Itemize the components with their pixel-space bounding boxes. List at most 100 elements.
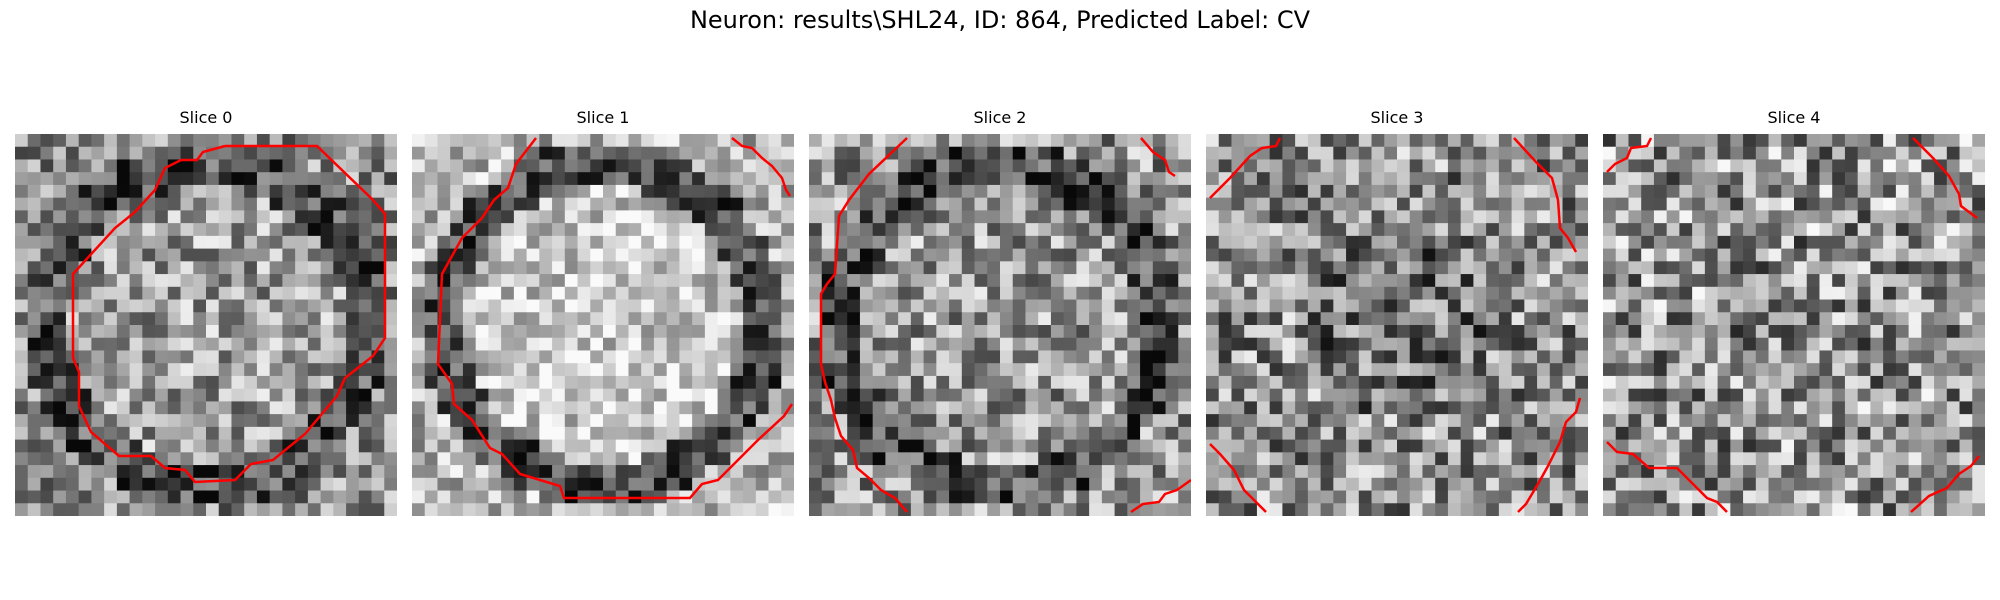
image-pixel xyxy=(1038,134,1052,148)
image-pixel xyxy=(1511,210,1525,224)
image-pixel xyxy=(1806,503,1821,516)
image-pixel xyxy=(628,299,642,313)
image-pixel xyxy=(1063,286,1077,301)
image-pixel xyxy=(1397,350,1411,364)
image-pixel xyxy=(218,439,233,453)
image-pixel xyxy=(898,286,912,301)
image-pixel xyxy=(1358,414,1373,428)
image-pixel xyxy=(1755,401,1770,415)
image-pixel xyxy=(91,299,105,313)
image-pixel xyxy=(450,325,464,339)
image-pixel xyxy=(1320,274,1334,288)
image-pixel xyxy=(104,184,118,199)
image-pixel xyxy=(295,286,309,301)
image-pixel xyxy=(679,248,693,262)
image-pixel xyxy=(1832,452,1846,466)
image-pixel xyxy=(1012,312,1027,326)
image-pixel xyxy=(692,299,706,313)
image-pixel xyxy=(1050,134,1065,148)
image-pixel xyxy=(961,401,976,415)
image-pixel xyxy=(1537,452,1551,466)
image-pixel xyxy=(1806,184,1821,199)
image-pixel xyxy=(615,477,630,492)
image-pixel xyxy=(1511,414,1525,428)
image-pixel xyxy=(1114,490,1128,504)
image-pixel xyxy=(1615,452,1630,466)
image-pixel xyxy=(1422,286,1436,301)
image-pixel xyxy=(1012,325,1027,339)
image-pixel xyxy=(295,388,309,402)
image-pixel xyxy=(1692,286,1706,301)
image-pixel xyxy=(847,490,861,504)
image-pixel xyxy=(116,286,131,301)
image-pixel xyxy=(641,503,655,516)
image-pixel xyxy=(910,414,925,428)
image-pixel xyxy=(1870,350,1884,364)
image-pixel xyxy=(755,337,770,352)
image-pixel xyxy=(40,134,54,148)
image-pixel xyxy=(1178,146,1191,161)
image-pixel xyxy=(116,363,131,377)
image-pixel xyxy=(371,388,385,402)
image-pixel xyxy=(768,286,782,301)
image-pixel xyxy=(231,325,245,339)
image-pixel xyxy=(1206,414,1220,428)
image-pixel xyxy=(295,490,309,504)
image-pixel xyxy=(91,223,105,237)
image-pixel xyxy=(1435,477,1449,492)
image-pixel xyxy=(1371,146,1385,161)
image-pixel xyxy=(1346,325,1360,339)
image-pixel xyxy=(1666,337,1680,352)
image-pixel xyxy=(1460,223,1474,237)
image-pixel xyxy=(1000,197,1014,211)
image-pixel xyxy=(256,375,271,390)
image-pixel xyxy=(949,134,963,148)
image-pixel xyxy=(1307,325,1322,339)
image-pixel xyxy=(1178,286,1191,301)
image-pixel xyxy=(1537,503,1551,516)
image-pixel xyxy=(1231,465,1245,479)
image-pixel xyxy=(1320,375,1334,390)
image-pixel xyxy=(129,325,143,339)
image-pixel xyxy=(949,172,963,186)
image-pixel xyxy=(961,477,976,492)
image-pixel xyxy=(1844,159,1859,173)
image-pixel xyxy=(936,465,950,479)
image-pixel xyxy=(437,350,451,364)
image-pixel xyxy=(1320,401,1334,415)
image-pixel xyxy=(358,465,373,479)
image-pixel xyxy=(717,274,731,288)
image-pixel xyxy=(307,223,322,237)
image-pixel xyxy=(717,286,731,301)
image-pixel xyxy=(539,146,553,161)
image-pixel xyxy=(526,172,540,186)
image-pixel xyxy=(1498,337,1513,352)
image-pixel xyxy=(847,223,861,237)
image-pixel xyxy=(1883,312,1897,326)
image-pixel xyxy=(1435,375,1449,390)
image-pixel xyxy=(27,503,42,516)
image-pixel xyxy=(1307,465,1322,479)
image-pixel xyxy=(526,312,540,326)
image-pixel xyxy=(1755,274,1770,288)
image-pixel xyxy=(358,363,373,377)
image-pixel xyxy=(615,337,630,352)
image-pixel xyxy=(1371,172,1385,186)
image-pixel xyxy=(1384,184,1398,199)
image-pixel xyxy=(1628,375,1642,390)
image-pixel xyxy=(513,490,528,504)
image-pixel xyxy=(961,414,976,428)
image-pixel xyxy=(116,325,131,339)
image-pixel xyxy=(653,477,668,492)
image-pixel xyxy=(1870,477,1884,492)
image-pixel xyxy=(218,274,233,288)
image-pixel xyxy=(358,401,373,415)
image-pixel xyxy=(552,223,566,237)
image-pixel xyxy=(730,401,744,415)
image-pixel xyxy=(1870,223,1884,237)
image-pixel xyxy=(180,197,194,211)
image-pixel xyxy=(424,146,439,161)
image-pixel xyxy=(1050,337,1065,352)
image-pixel xyxy=(1832,439,1846,453)
image-pixel xyxy=(333,363,347,377)
